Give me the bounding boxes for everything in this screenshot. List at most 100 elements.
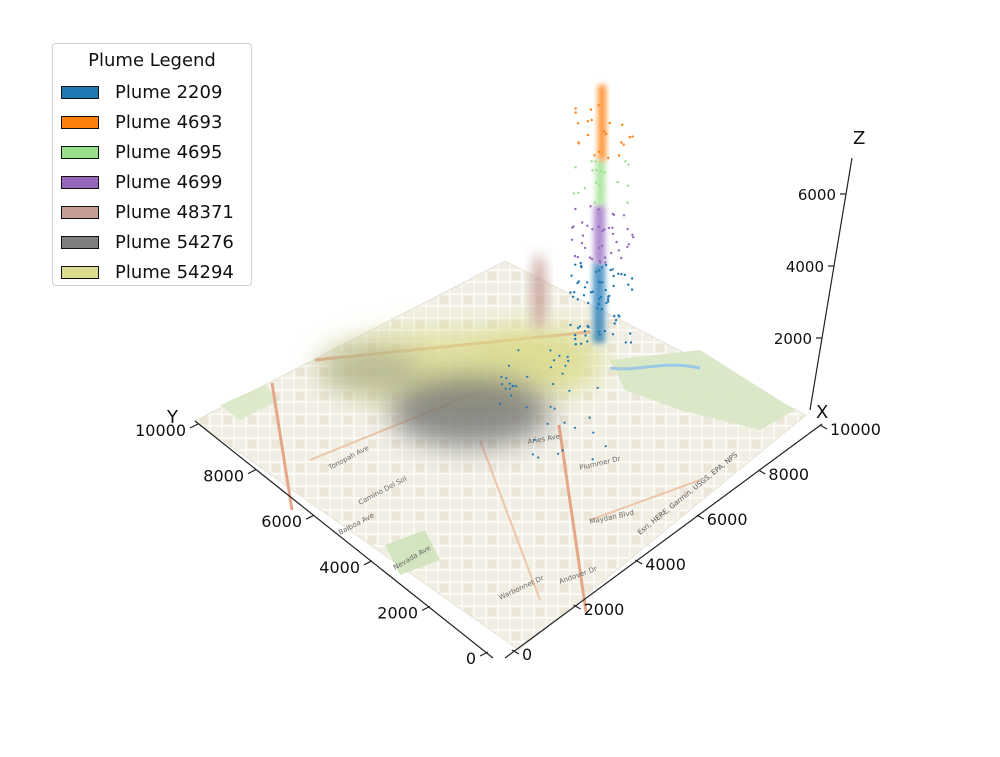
plume-point [613, 322, 616, 325]
plume-4699-column [594, 205, 605, 263]
park-area [220, 385, 280, 420]
legend-swatch [61, 265, 99, 279]
plume-point [611, 232, 615, 236]
legend-entry: Plume 4699 [53, 167, 251, 197]
z-axis-label: Z [853, 128, 865, 149]
plume-point [603, 171, 607, 174]
plume-point [578, 325, 582, 328]
plume-point [589, 205, 592, 208]
plume-48371-column [532, 254, 546, 330]
map-plane [194, 260, 807, 651]
x-tick-label: 10000 [830, 420, 881, 439]
legend-label: Plume 2209 [115, 81, 223, 103]
plume-point [515, 385, 518, 388]
map-road [557, 424, 588, 613]
y-tick-label: 0 [466, 649, 476, 668]
legend-entry: Plume 54294 [53, 257, 251, 287]
x-tick-label: 2000 [584, 600, 625, 619]
legend-entry: Plume 54276 [53, 227, 251, 257]
legend-label: Plume 4693 [115, 111, 223, 133]
plume-point [586, 281, 589, 284]
plume-point [577, 141, 580, 144]
axis-tick-mark [634, 559, 643, 565]
plume-point [629, 332, 632, 335]
plume-point [597, 208, 600, 211]
legend-swatch [61, 235, 99, 249]
y-tick-label: 6000 [261, 512, 302, 531]
plume-point [586, 224, 589, 227]
plume-scatter-points [498, 104, 635, 461]
park-area [610, 350, 795, 430]
y-tick-label: 8000 [203, 467, 244, 486]
plume-point [574, 343, 577, 346]
plume-point [586, 340, 589, 343]
legend-swatch [61, 115, 99, 129]
plume-point [596, 386, 599, 389]
axis-tick-mark [247, 469, 257, 475]
plume-point [621, 123, 624, 126]
plume-point [613, 314, 616, 318]
x-axis-line [504, 423, 823, 659]
plume-point [606, 298, 610, 301]
plume-point [571, 226, 574, 229]
legend-entry: Plume 4693 [53, 107, 251, 137]
z-tick-label: 2000 [774, 330, 812, 348]
plume-point [531, 453, 535, 456]
plume-point [626, 184, 630, 187]
plume-point [557, 452, 560, 455]
plume-point [579, 342, 583, 345]
plume-point [607, 226, 611, 230]
plume-point [549, 366, 553, 369]
plume-point [627, 283, 630, 286]
plume-point [584, 334, 587, 337]
plume-point [581, 234, 585, 237]
plume-point [589, 108, 593, 111]
plume-point [627, 243, 631, 246]
plume-point [574, 111, 577, 114]
plume-point [604, 263, 608, 267]
axis-tick-mark [819, 424, 828, 430]
plume-point [626, 227, 629, 231]
plume-point [620, 256, 623, 260]
plume-point [592, 431, 595, 434]
axis-tick-mark [363, 560, 373, 566]
plume-point [595, 270, 598, 274]
plume-point [627, 163, 630, 166]
plume-point [617, 249, 620, 252]
legend-label: Plume 4695 [115, 141, 223, 163]
plume-point [632, 236, 635, 239]
plume-4695-column [596, 160, 605, 205]
plume-point [612, 213, 616, 216]
plume-point [598, 297, 601, 301]
plume-point [574, 207, 577, 211]
plume-point [631, 135, 634, 138]
plume-point [593, 154, 596, 157]
plume-point [576, 326, 580, 330]
plume-point [576, 122, 580, 125]
legend-entry: Plume 48371 [53, 197, 251, 227]
plume-point [591, 290, 595, 293]
plume-point [610, 251, 613, 255]
y-axis-label: Y [166, 407, 179, 428]
plume-point [568, 389, 571, 392]
plume-point [630, 277, 634, 280]
plume-point [500, 375, 503, 379]
plume-clouds [320, 254, 600, 447]
plume-point [631, 233, 634, 236]
plume-point [573, 426, 577, 429]
plume-point [597, 330, 600, 333]
plume-point [546, 422, 549, 425]
plume-point [599, 261, 602, 264]
plume-point [570, 274, 573, 277]
plume-point [598, 150, 601, 153]
plume-54276-cloud [320, 348, 420, 392]
plume-point [591, 169, 594, 172]
plume-point [609, 268, 612, 272]
axis-tick-mark [573, 604, 581, 610]
plume-point [579, 261, 582, 265]
plume-point [607, 156, 610, 160]
z-tick-label: 4000 [786, 258, 824, 276]
plume-point [596, 306, 599, 310]
plume-4693-column [598, 85, 606, 160]
plume-point [600, 170, 603, 173]
